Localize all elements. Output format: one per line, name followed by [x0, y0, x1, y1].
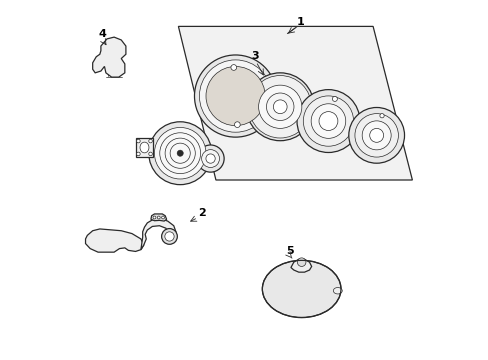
Polygon shape: [290, 259, 311, 272]
Bar: [135, 138, 153, 157]
Circle shape: [160, 133, 200, 174]
Circle shape: [162, 229, 177, 244]
Circle shape: [157, 216, 160, 219]
Circle shape: [136, 152, 140, 156]
Circle shape: [362, 121, 390, 150]
Circle shape: [136, 139, 140, 143]
Circle shape: [165, 138, 195, 168]
Circle shape: [154, 127, 205, 179]
Text: 3: 3: [251, 50, 259, 60]
Circle shape: [234, 122, 240, 127]
Text: 1: 1: [296, 17, 304, 27]
Circle shape: [348, 108, 404, 163]
Ellipse shape: [140, 142, 149, 153]
Circle shape: [258, 85, 301, 129]
Circle shape: [197, 145, 224, 172]
Circle shape: [199, 60, 271, 132]
Polygon shape: [93, 37, 125, 77]
Circle shape: [297, 258, 305, 266]
Polygon shape: [85, 229, 143, 252]
Circle shape: [162, 216, 164, 219]
Circle shape: [332, 96, 337, 102]
Circle shape: [205, 67, 264, 126]
Circle shape: [148, 122, 211, 185]
Polygon shape: [178, 26, 411, 180]
Circle shape: [379, 113, 384, 118]
Text: 2: 2: [198, 208, 205, 218]
Ellipse shape: [262, 260, 340, 318]
Circle shape: [205, 154, 215, 163]
Circle shape: [310, 104, 345, 138]
Circle shape: [354, 114, 398, 157]
Circle shape: [148, 139, 152, 143]
Text: 5: 5: [286, 246, 294, 256]
Text: 4: 4: [98, 29, 106, 39]
Circle shape: [273, 100, 286, 114]
Circle shape: [153, 216, 156, 219]
Circle shape: [170, 143, 190, 163]
Circle shape: [201, 150, 219, 167]
Circle shape: [296, 90, 359, 153]
Circle shape: [266, 93, 293, 121]
Ellipse shape: [333, 288, 342, 294]
Circle shape: [148, 152, 152, 156]
Circle shape: [303, 96, 353, 146]
Polygon shape: [141, 219, 176, 249]
Circle shape: [194, 55, 276, 137]
Circle shape: [246, 73, 313, 141]
Circle shape: [248, 76, 311, 138]
Polygon shape: [151, 214, 166, 221]
Circle shape: [177, 150, 183, 156]
Circle shape: [230, 64, 236, 70]
Circle shape: [318, 112, 337, 130]
Circle shape: [369, 129, 383, 142]
Circle shape: [164, 232, 174, 241]
